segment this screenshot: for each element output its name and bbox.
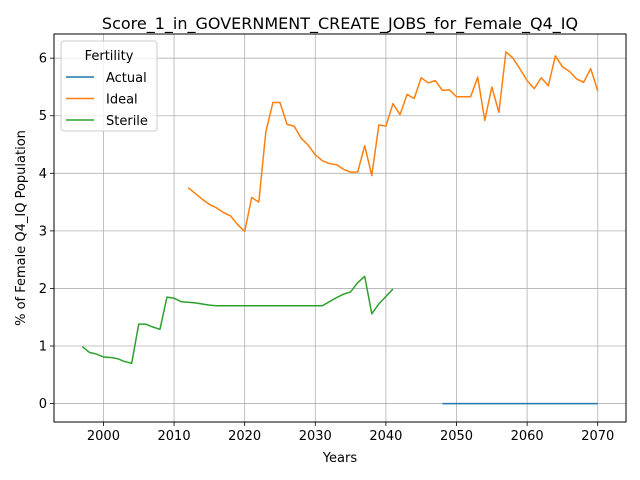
y-tick-label: 6 [39,52,47,67]
y-tick-label: 0 [39,397,47,412]
x-tick-label: 2030 [299,429,332,444]
legend-entry-sterile: Sterile [66,114,148,129]
series-line-ideal [187,51,599,233]
legend-entries: Actual Ideal Sterile [66,71,148,129]
x-tick-label: 2060 [511,429,544,444]
y-tick-label: 2 [39,282,47,297]
legend-label: Sterile [106,114,148,129]
x-tick-label: 2040 [369,429,402,444]
x-axis-label: Years [322,451,358,466]
x-tick-label: 2050 [440,429,473,444]
x-axis-ticks: 2000 2010 2020 2030 2040 2050 2060 2070 [87,422,614,444]
plot-frame [53,33,627,423]
y-tick-label: 5 [39,109,47,124]
legend: Fertility Actual Ideal Sterile [60,40,158,132]
x-tick-label: 2010 [158,429,191,444]
legend-label: Ideal [106,93,138,108]
y-tick-label: 3 [39,224,47,239]
chart-title: Score_1_in_GOVERNMENT_CREATE_JOBS_for_Fe… [102,14,578,34]
x-tick-label: 2000 [87,429,120,444]
y-tick-label: 1 [39,340,47,355]
series-line-sterile [81,275,394,365]
legend-title: Fertility [85,49,134,64]
x-tick-label: 2070 [581,429,614,444]
legend-box [60,40,158,132]
legend-entry-ideal: Ideal [66,93,138,108]
y-axis-ticks: 0 1 2 3 4 5 6 [39,52,54,412]
legend-label: Actual [106,71,147,86]
legend-entry-actual: Actual [66,71,147,86]
y-tick-label: 4 [39,167,47,182]
series-lines [81,51,599,405]
grid-lines [54,34,626,422]
x-tick-label: 2020 [228,429,261,444]
y-axis-label: % of Female Q4_IQ Population [14,130,29,326]
